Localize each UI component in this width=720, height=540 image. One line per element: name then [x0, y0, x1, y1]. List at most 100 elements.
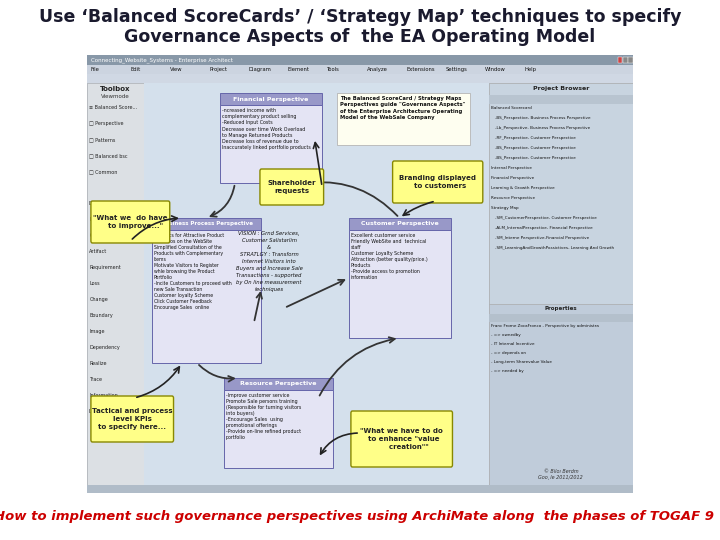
- Text: Balanced Scorecard: Balanced Scorecard: [491, 106, 532, 110]
- Text: Trace: Trace: [89, 377, 102, 382]
- Text: How to implement such governance perspectives using ArchiMate along  the phases : How to implement such governance perspec…: [0, 510, 720, 523]
- FancyBboxPatch shape: [260, 169, 323, 205]
- Text: Hyperline: Hyperline: [89, 217, 113, 222]
- Text: Branding displayed
  to customers: Branding displayed to customers: [399, 175, 476, 189]
- Text: - => needed by: - => needed by: [491, 369, 524, 373]
- Text: Governance Aspects of  the EA Operating Model: Governance Aspects of the EA Operating M…: [125, 28, 595, 46]
- Text: - IT Internal Incentive: - IT Internal Incentive: [491, 342, 535, 346]
- FancyBboxPatch shape: [489, 304, 633, 485]
- Text: Resource Perspective: Resource Perspective: [240, 381, 317, 387]
- Text: Resource Perspective: Resource Perspective: [491, 196, 535, 200]
- FancyBboxPatch shape: [348, 218, 451, 230]
- Text: "What we have to do
  to enhance "value
      creation"": "What we have to do to enhance "value cr…: [360, 428, 443, 450]
- Text: Diagram: Diagram: [248, 67, 271, 72]
- Text: Edit: Edit: [130, 67, 140, 72]
- Text: Boundary: Boundary: [89, 313, 113, 318]
- Text: Internal Perspective: Internal Perspective: [491, 166, 532, 170]
- Text: Financial Perspective: Financial Perspective: [233, 97, 309, 102]
- Text: -SM_Interne Perspective-Financial Perspective: -SM_Interne Perspective-Financial Perspe…: [495, 236, 589, 240]
- Text: Comment: Comment: [89, 233, 114, 238]
- FancyBboxPatch shape: [489, 95, 633, 104]
- Text: Realize: Realize: [89, 361, 107, 366]
- FancyBboxPatch shape: [151, 230, 261, 363]
- Text: □ Patterns: □ Patterns: [89, 137, 116, 142]
- Text: Help: Help: [524, 67, 536, 72]
- FancyBboxPatch shape: [489, 83, 633, 485]
- FancyBboxPatch shape: [220, 93, 322, 105]
- Text: -Lb_Perspective- Business Process Perspective: -Lb_Perspective- Business Process Perspe…: [495, 126, 590, 130]
- Text: -Improve customer service
Promote Sale persons training
(Responsible for turning: -Improve customer service Promote Sale p…: [226, 393, 301, 440]
- Text: Connecting_Website_Systems - Enterprise Architect: Connecting_Website_Systems - Enterprise …: [91, 57, 233, 63]
- Text: Tools: Tools: [328, 67, 341, 72]
- FancyBboxPatch shape: [224, 390, 333, 468]
- FancyBboxPatch shape: [220, 105, 322, 183]
- Text: □ Balanced bsc: □ Balanced bsc: [89, 153, 128, 158]
- Text: Settings: Settings: [446, 67, 467, 72]
- FancyBboxPatch shape: [489, 314, 633, 322]
- Text: Artifact: Artifact: [89, 249, 108, 254]
- FancyBboxPatch shape: [87, 55, 633, 65]
- Text: Label as: Label as: [89, 409, 109, 414]
- Text: Viewmode: Viewmode: [102, 94, 130, 99]
- Text: View: View: [170, 67, 182, 72]
- Text: Project Browser: Project Browser: [533, 86, 589, 91]
- Text: -BS_Perspective- Business Process Perspective: -BS_Perspective- Business Process Perspe…: [495, 116, 590, 120]
- FancyBboxPatch shape: [144, 83, 489, 485]
- Text: Tactical and process
level KPIs
to specify here...: Tactical and process level KPIs to speci…: [92, 408, 173, 430]
- Text: - => depends on: - => depends on: [491, 351, 526, 355]
- Text: Business Process Perspective: Business Process Perspective: [161, 221, 253, 226]
- Text: Analyze: Analyze: [366, 67, 387, 72]
- Text: File: File: [91, 67, 100, 72]
- Text: Financial Perspective: Financial Perspective: [491, 176, 534, 180]
- Text: Project: Project: [210, 67, 228, 72]
- FancyBboxPatch shape: [87, 65, 633, 74]
- Text: Window: Window: [485, 67, 506, 72]
- FancyBboxPatch shape: [623, 57, 628, 63]
- Text: -BS_Perspective- Customer Perspective: -BS_Perspective- Customer Perspective: [495, 146, 576, 150]
- Text: Change: Change: [89, 297, 108, 302]
- Text: Properties: Properties: [544, 306, 577, 311]
- Text: -BS_Perspective- Customer Perspective: -BS_Perspective- Customer Perspective: [495, 156, 576, 160]
- Text: - => ownedby: - => ownedby: [491, 333, 521, 337]
- Text: -ncreased income with
complementary product selling
-Reduced Input Costs
Decreas: -ncreased income with complementary prod…: [222, 108, 311, 150]
- FancyBboxPatch shape: [489, 83, 633, 304]
- Text: Dependency: Dependency: [89, 345, 120, 350]
- Text: VISION : Grnd Services,
Customer Salistarlim
&
STRATLGY : Transform
Internet Vis: VISION : Grnd Services, Customer Salista…: [235, 231, 302, 292]
- Text: -SM_CustomerPerspective- Customer Perspective: -SM_CustomerPerspective- Customer Perspe…: [495, 216, 597, 220]
- Text: The Balanced ScoreCard / Strategy Maps
Perspectives guide "Governance Aspects"
o: The Balanced ScoreCard / Strategy Maps P…: [340, 96, 465, 120]
- Text: Excellent customer service
Friendly WebSite and  technical
staff
Customer Loyalt: Excellent customer service Friendly WebS…: [351, 233, 428, 280]
- FancyBboxPatch shape: [87, 0, 633, 55]
- Text: Loss: Loss: [89, 281, 100, 286]
- FancyBboxPatch shape: [87, 55, 633, 485]
- Text: Element: Element: [288, 67, 310, 72]
- FancyBboxPatch shape: [87, 74, 633, 83]
- Text: □ Perspective: □ Perspective: [89, 121, 124, 126]
- Text: Extensions: Extensions: [406, 67, 435, 72]
- FancyBboxPatch shape: [87, 493, 633, 540]
- FancyBboxPatch shape: [618, 57, 622, 63]
- FancyBboxPatch shape: [151, 218, 261, 230]
- FancyBboxPatch shape: [87, 485, 633, 493]
- Text: ≡ Balanced Score...: ≡ Balanced Score...: [89, 105, 138, 110]
- Text: Information: Information: [89, 393, 118, 398]
- FancyBboxPatch shape: [87, 83, 144, 485]
- FancyBboxPatch shape: [337, 93, 470, 145]
- FancyBboxPatch shape: [224, 378, 333, 390]
- Text: Use ‘Balanced ScoreCards’ / ‘Strategy Map’ techniques to specify: Use ‘Balanced ScoreCards’ / ‘Strategy Ma…: [39, 8, 681, 26]
- FancyBboxPatch shape: [91, 396, 174, 442]
- Text: Requirement: Requirement: [89, 265, 121, 270]
- Text: Franc Frome ZocaFronco - Perspective by administra: Franc Frome ZocaFronco - Perspective by …: [491, 324, 599, 328]
- Text: -SM_LearningAndGrowthPossictives- Learning And Growth: -SM_LearningAndGrowthPossictives- Learni…: [495, 246, 614, 250]
- Text: Strategy Map: Strategy Map: [491, 206, 518, 210]
- FancyBboxPatch shape: [392, 161, 483, 203]
- Text: Toolbox: Toolbox: [100, 86, 131, 92]
- Text: -ALM_InternalPerspective- Financial Perspective: -ALM_InternalPerspective- Financial Pers…: [495, 226, 593, 230]
- Text: Diagram Nos: Diagram Nos: [89, 201, 122, 206]
- Text: © Biloı Berdm
Goo¸le 2011/2012: © Biloı Berdm Goo¸le 2011/2012: [539, 469, 583, 480]
- Text: - Long-term Sharevalue Value: - Long-term Sharevalue Value: [491, 360, 552, 364]
- Text: Learning & Growth Perspective: Learning & Growth Perspective: [491, 186, 554, 190]
- Text: □ Common: □ Common: [89, 169, 118, 174]
- FancyBboxPatch shape: [351, 411, 452, 467]
- FancyBboxPatch shape: [91, 201, 170, 243]
- Text: Shareholder
requests: Shareholder requests: [268, 180, 316, 194]
